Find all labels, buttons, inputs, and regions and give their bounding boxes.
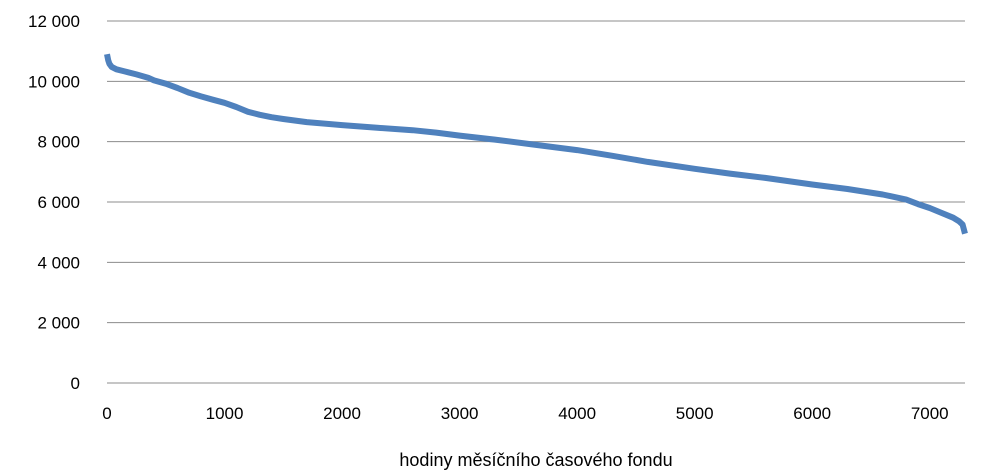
gridlines bbox=[107, 20, 965, 384]
y-tick-label: 6 000 bbox=[37, 193, 80, 212]
x-axis-tick-labels: 0 1000 2000 3000 4000 5000 6000 7000 bbox=[102, 404, 948, 423]
y-tick-label: 0 bbox=[71, 374, 80, 393]
series-line bbox=[104, 53, 968, 235]
x-tick-label: 3000 bbox=[441, 404, 479, 423]
y-tick-label: 4 000 bbox=[37, 253, 80, 272]
x-tick-label: 5000 bbox=[676, 404, 714, 423]
y-tick-label: 10 000 bbox=[28, 72, 80, 91]
x-tick-label: 0 bbox=[102, 404, 111, 423]
y-tick-label: 8 000 bbox=[37, 133, 80, 152]
x-axis-title: hodiny měsíčního časového fondu bbox=[399, 450, 672, 470]
y-axis-tick-labels: 0 2 000 4 000 6 000 8 000 10 000 12 000 bbox=[28, 12, 80, 393]
x-tick-label: 2000 bbox=[323, 404, 361, 423]
x-tick-label: 6000 bbox=[793, 404, 831, 423]
x-tick-label: 7000 bbox=[911, 404, 949, 423]
x-tick-label: 1000 bbox=[206, 404, 244, 423]
y-tick-label: 12 000 bbox=[28, 12, 80, 31]
series-group bbox=[104, 53, 968, 235]
y-tick-label: 2 000 bbox=[37, 314, 80, 333]
x-tick-label: 4000 bbox=[558, 404, 596, 423]
